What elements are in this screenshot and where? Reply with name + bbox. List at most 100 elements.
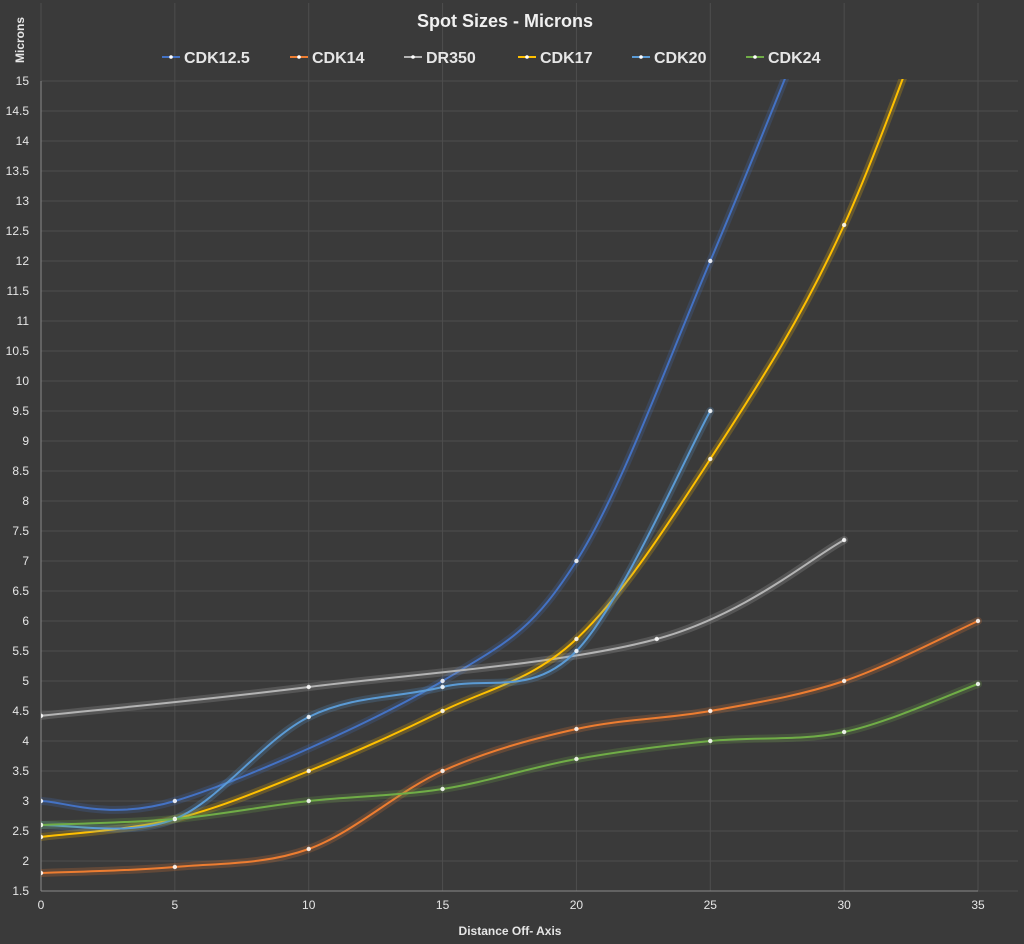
y-tick-label: 5 [22,674,29,688]
y-tick-label: 7 [22,554,29,568]
y-tick-label: 2.5 [12,824,29,838]
data-point [841,537,847,543]
legend-marker [525,55,529,59]
data-point [306,714,311,720]
y-tick-label: 8.5 [12,464,29,478]
data-point [574,756,579,762]
legend-item: CDK24 [746,50,821,67]
legend-item: CDK14 [290,50,365,67]
data-point [574,726,579,732]
data-point [574,636,579,642]
y-tick-label: 1.5 [12,884,29,898]
x-tick-label: 30 [837,898,851,912]
x-tick-label: 0 [38,898,45,912]
x-tick-label: 35 [971,898,985,912]
data-point [708,258,713,264]
series-cdk24 [41,680,982,829]
y-tick-label: 11 [17,314,30,328]
y-axis-title: Microns [13,17,27,63]
y-tick-label: 4 [22,734,29,748]
x-tick-label: 15 [436,898,450,912]
x-tick-label: 25 [704,898,718,912]
y-tick-label: 13.5 [6,164,30,178]
legend-marker [297,55,301,59]
series-glow [41,407,715,833]
data-point [975,681,981,687]
series-line [41,620,979,874]
data-point [306,846,311,852]
data-point [41,822,44,828]
series-line [41,539,846,717]
legend-marker [639,55,643,59]
legend-marker [411,55,415,59]
x-tick-label: 10 [302,898,316,912]
y-tick-label: 7.5 [12,524,29,538]
data-point [306,684,311,690]
series-cdk20 [41,407,715,833]
y-tick-label: 14 [16,134,30,148]
data-point [841,729,847,735]
data-point [975,618,981,624]
legend-marker [753,55,757,59]
data-point [41,870,44,876]
y-tick-label: 11.5 [7,284,30,298]
y-tick-label: 8 [22,494,29,508]
x-axis-title: Distance Off- Axis [459,924,562,938]
data-point [440,768,445,774]
data-point [708,408,713,414]
y-tick-label: 3 [22,794,29,808]
data-point [41,798,44,804]
legend-item: DR350 [404,50,476,67]
x-tick-label: 20 [570,898,584,912]
y-tick-label: 5.5 [12,644,29,658]
data-point [172,798,178,804]
series-line [41,410,712,830]
data-point [708,456,713,462]
data-point [841,222,847,228]
data-point [574,558,579,564]
data-point [440,684,445,690]
data-point [654,636,659,642]
series-group [41,79,982,877]
series-line [41,683,979,826]
data-point [306,768,311,774]
series-dr350 [41,536,849,720]
legend: CDK12.5 CDK14 DR350 CDK17 CDK20 CDK24 [162,50,821,67]
legend-marker [169,55,173,59]
series-line [41,79,786,811]
legend-item: CDK17 [518,50,593,67]
chart-title: Spot Sizes - Microns [417,11,593,31]
data-point [841,678,847,684]
y-tick-label: 12.5 [6,224,30,238]
data-point [440,708,445,714]
y-tick-label: 9.5 [12,404,29,418]
y-tick-label: 12 [16,254,30,268]
y-tick-label: 10 [16,374,30,388]
data-point [440,678,445,684]
series-cdk12-5 [41,79,790,814]
legend-label: DR350 [426,50,476,67]
y-tick-label: 4.5 [12,704,29,718]
y-tick-label: 6.5 [12,584,29,598]
data-point [172,864,178,870]
data-point [708,738,713,744]
data-point [574,648,579,654]
x-tick-label: 5 [172,898,179,912]
legend-item: CDK20 [632,50,707,67]
legend-label: CDK12.5 [184,50,250,67]
legend-item: CDK12.5 [162,50,250,67]
y-tick-label: 2 [22,854,29,868]
data-point [172,816,178,822]
legend-label: CDK24 [768,50,821,67]
data-point [306,798,311,804]
legend-label: CDK14 [312,50,365,67]
y-tick-label: 6 [22,614,29,628]
legend-label: CDK17 [540,50,593,67]
data-point [440,786,445,792]
series-cdk14 [41,617,982,877]
axes: 1.5 2 2.5 3 3.5 4 4.5 5 5.5 6 6.5 7 7.5 8 8.5 9 9.5 10 10.… [6,74,985,912]
y-tick-label: 3.5 [12,764,29,778]
y-tick-label: 9 [22,434,29,448]
